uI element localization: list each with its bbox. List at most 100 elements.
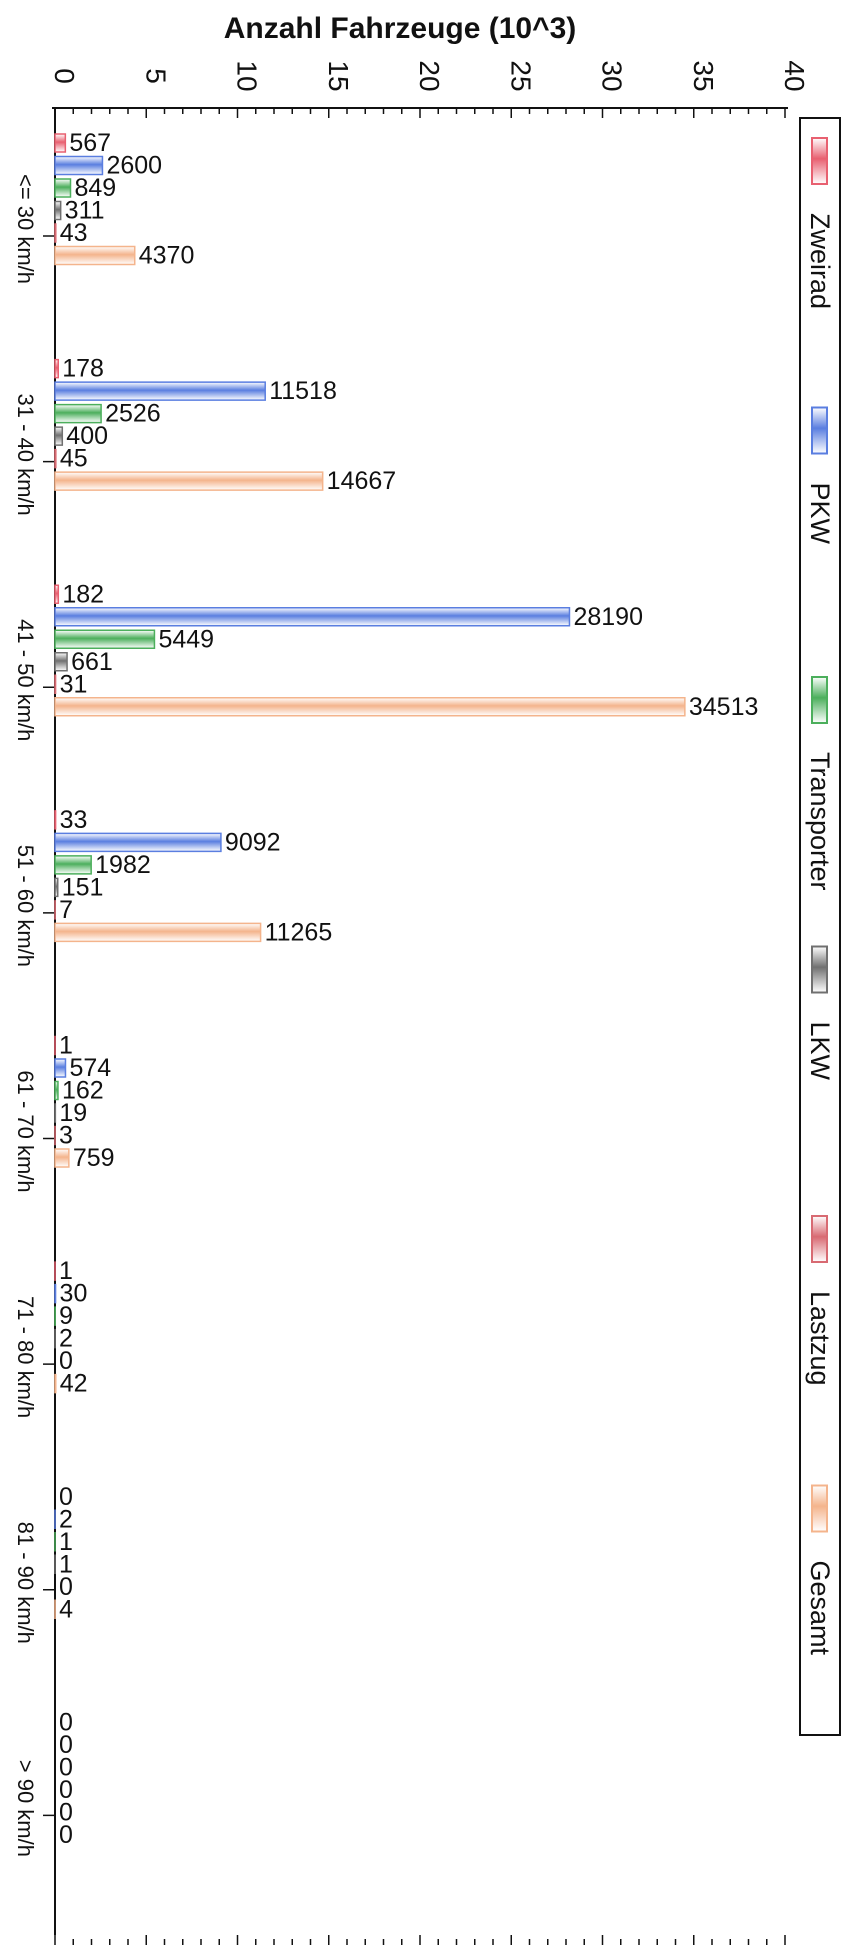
data-label: 1	[59, 1257, 73, 1285]
bar-zweirad	[54, 584, 60, 604]
category-label: 41 - 50 km/h	[13, 619, 38, 741]
data-label: 1	[59, 1032, 73, 1060]
chart-title: Anzahl Fahrzeuge (10^3)	[224, 12, 577, 45]
category-label: 51 - 60 km/h	[13, 845, 38, 967]
x-tick-label: 25	[505, 60, 536, 91]
data-label: 0	[59, 1483, 73, 1511]
legend-label: LKW	[805, 1022, 835, 1081]
data-label: 759	[73, 1144, 115, 1172]
bar-pkw	[54, 1283, 57, 1304]
bar-lkw	[54, 652, 68, 672]
x-tick-label: 5	[140, 68, 171, 84]
x-tick-label: 15	[323, 60, 354, 91]
x-tick-label: 40	[779, 60, 810, 91]
data-label: 2526	[105, 400, 161, 428]
data-label: 14667	[327, 467, 397, 495]
bar-pkw	[54, 1058, 67, 1078]
data-label: 28190	[573, 603, 643, 631]
bar-transporter	[54, 629, 156, 649]
bar-gesamt	[54, 922, 262, 943]
bar-transporter	[54, 855, 92, 875]
data-label: 849	[74, 174, 116, 202]
legend-label: PKW	[805, 483, 835, 545]
data-label: 2	[59, 1505, 73, 1533]
legend-label: Transporter	[805, 752, 835, 891]
x-tick-label: 35	[688, 60, 719, 91]
bar-lastzug	[54, 674, 57, 694]
data-label: 19	[59, 1099, 87, 1127]
data-label: 45	[60, 445, 88, 473]
bar-gesamt	[54, 697, 686, 717]
data-label: 0	[59, 1798, 73, 1826]
data-label: 0	[59, 1708, 73, 1736]
category-label: 81 - 90 km/h	[13, 1522, 38, 1644]
x-tick-label: 10	[232, 60, 263, 91]
x-tick-label: 20	[414, 60, 445, 91]
category-label: 71 - 80 km/h	[13, 1296, 38, 1418]
bar-gesamt	[54, 471, 324, 491]
data-label: 9092	[225, 828, 281, 856]
data-label: 0	[59, 1776, 73, 1804]
bar-gesamt	[54, 1373, 57, 1394]
legend-label: Zweirad	[805, 213, 835, 309]
legend-swatch-pkw	[811, 406, 828, 455]
legend	[799, 117, 841, 1736]
bar-lkw	[54, 877, 59, 898]
data-label: 1982	[95, 851, 151, 879]
bar-gesamt	[54, 1148, 70, 1168]
category-label: 61 - 70 km/h	[13, 1070, 38, 1192]
bar-lastzug	[54, 448, 57, 469]
data-label: 2	[59, 1325, 73, 1353]
data-label: 182	[62, 580, 104, 608]
bar-zweirad	[54, 810, 57, 830]
bar-lastzug	[54, 223, 57, 243]
data-label: 4370	[139, 242, 195, 270]
category-label: > 90 km/h	[13, 1760, 38, 1857]
data-label: 43	[60, 219, 88, 247]
bar-zweirad	[54, 358, 59, 379]
x-tick-label: 0	[49, 68, 80, 84]
legend-swatch-zweirad	[811, 137, 828, 185]
data-label: 0	[59, 1753, 73, 1781]
data-label: 178	[62, 355, 104, 383]
bar-pkw	[54, 381, 266, 401]
bar-lkw	[54, 200, 62, 221]
data-label: 33	[60, 806, 88, 834]
data-label: 11518	[269, 377, 337, 405]
legend-swatch-lastzug	[811, 1215, 828, 1263]
data-label: 151	[62, 873, 104, 901]
bar-zweirad	[54, 133, 67, 153]
data-label: 42	[60, 1370, 88, 1398]
data-label: 9	[59, 1302, 73, 1330]
data-label: 30	[60, 1280, 88, 1308]
x-tick-label: 30	[597, 60, 628, 91]
data-label: 1	[59, 1550, 73, 1578]
bar-lkw	[54, 426, 64, 446]
legend-swatch-gesamt	[811, 1484, 828, 1533]
bar-pkw	[54, 832, 222, 853]
legend-swatch-lkw	[811, 945, 828, 994]
category-label: <= 30 km/h	[13, 174, 38, 284]
data-label: 400	[66, 422, 108, 450]
data-label: 0	[59, 1347, 73, 1375]
bar-transporter	[54, 403, 102, 424]
data-label: 574	[69, 1054, 111, 1082]
data-label: 1	[59, 1528, 73, 1556]
data-label: 31	[60, 670, 88, 698]
category-label: 31 - 40 km/h	[13, 393, 38, 515]
data-label: 11265	[265, 918, 333, 946]
data-label: 5449	[158, 625, 214, 653]
legend-label: Lastzug	[805, 1291, 835, 1386]
bar-transporter	[54, 178, 72, 198]
data-label: 0	[59, 1731, 73, 1759]
legend-label: Gesamt	[805, 1561, 835, 1656]
data-label: 3	[59, 1122, 73, 1150]
legend-swatch-transporter	[811, 676, 828, 724]
data-label: 34513	[689, 693, 759, 721]
bar-pkw	[54, 155, 104, 176]
bar-pkw	[54, 607, 571, 627]
bar-gesamt	[54, 245, 136, 266]
data-label: 162	[62, 1077, 104, 1105]
